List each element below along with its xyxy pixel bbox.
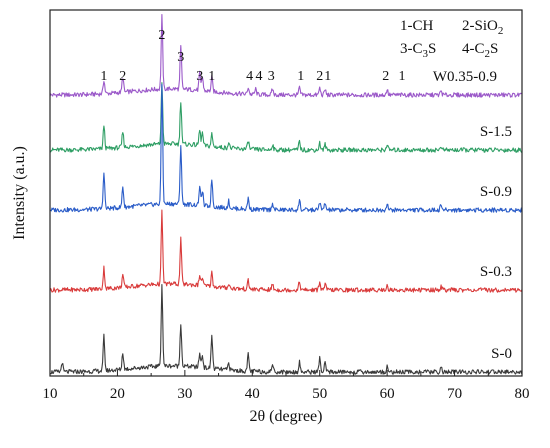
- series-label: S-0.3: [480, 264, 512, 280]
- series-label: S-1.5: [480, 124, 512, 140]
- x-tick-label: 60: [380, 386, 395, 402]
- x-tick-label: 20: [110, 386, 125, 402]
- series-label: S-0.9: [480, 184, 512, 200]
- plot-frame: [49, 9, 523, 377]
- x-tick-label: 80: [515, 386, 530, 402]
- x-axis-label: 2θ (degree): [250, 408, 323, 425]
- legend-item: 1-CH: [400, 18, 434, 34]
- x-tick-label: 40: [245, 386, 260, 402]
- peak-label: 2: [119, 69, 126, 84]
- axes: [49, 9, 523, 377]
- peak-label: 2: [158, 28, 165, 43]
- legend-item: 2-SiO2: [462, 18, 503, 37]
- peak-label: 1: [100, 69, 107, 84]
- x-tick-label: 50: [312, 386, 327, 402]
- legend-item: 4-C2S: [462, 41, 498, 60]
- x-tick-label: 10: [43, 386, 58, 402]
- series-labels: W0.35-0.9 S-1.5 S-0.9 S-0.3 S-0: [433, 69, 512, 362]
- peak-label: 3: [268, 69, 275, 84]
- peak-label: 1: [399, 69, 406, 84]
- x-tick-label: 30: [177, 386, 192, 402]
- legend: 1-CH 2-SiO2 3-C3S 4-C2S: [400, 18, 503, 60]
- peak-label: 2: [382, 69, 389, 84]
- x-axis-ticks: 10 20 30 40 50 60 70 80: [43, 370, 530, 402]
- series-label: W0.35-0.9: [433, 69, 497, 85]
- peak-label: 3: [177, 50, 184, 65]
- peak-label: 2: [316, 69, 323, 84]
- peak-label: 1: [297, 69, 304, 84]
- x-tick-label: 70: [447, 386, 462, 402]
- series-line-W0.35-0.9: [49, 13, 523, 98]
- series-line-S-0.9: [49, 83, 523, 213]
- peak-label: 3: [196, 69, 203, 84]
- legend-item: 3-C3S: [400, 41, 436, 60]
- peak-label: 1: [324, 69, 331, 84]
- y-axis-label: Intensity (a.u.): [11, 146, 28, 240]
- series-line-S-0: [49, 284, 523, 375]
- series-line-S-1.5: [49, 82, 523, 153]
- peak-label: 1: [208, 69, 215, 84]
- series-line-S-0.3: [49, 209, 523, 293]
- peak-label: 4: [246, 69, 253, 84]
- series-label: S-0: [491, 346, 512, 362]
- peak-label: 4: [256, 69, 263, 84]
